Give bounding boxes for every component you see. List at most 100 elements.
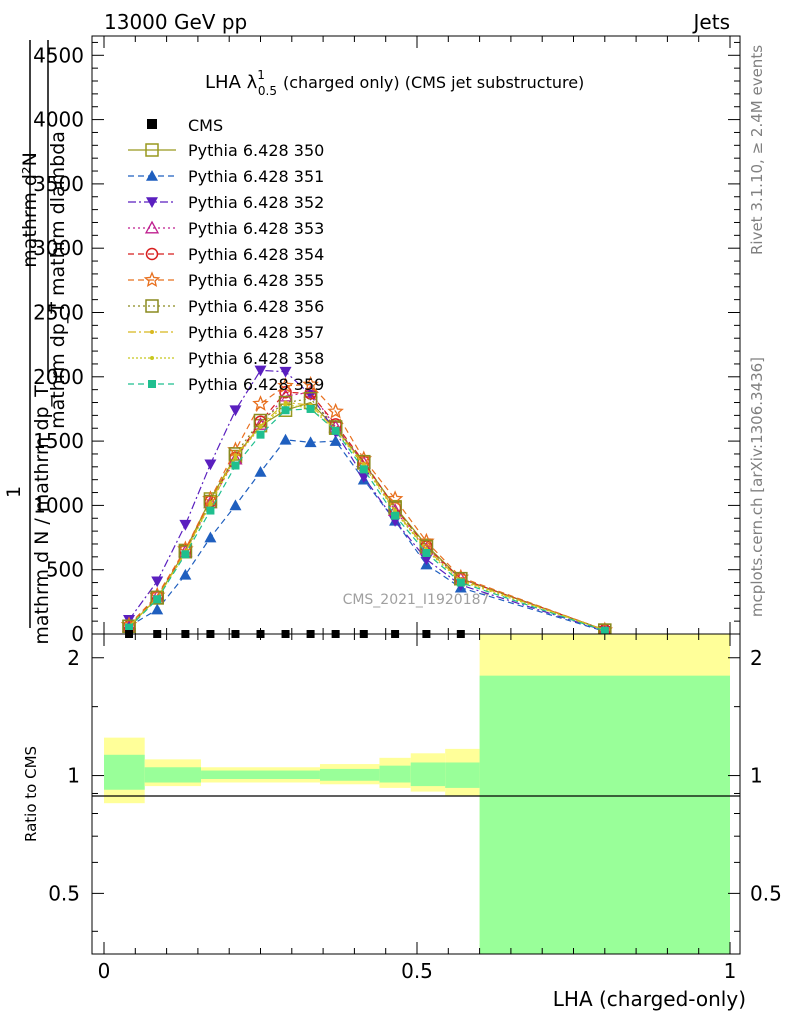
ratio-panel: 0.5 0.51 12 2 0 0.5 1 Ratio to CMS LHA (charg… [22,633,782,1011]
legend-label: Pythia 6.428 356 [188,297,324,316]
ratio-y-tick-label-right: 0.5 [750,881,782,905]
marker-square-open [145,299,159,313]
marker-square [422,548,431,557]
marker-square-open [150,590,164,605]
chart-title-rest: (charged only) (CMS jet substructure) [283,73,584,92]
marker-triangle-down [229,405,242,417]
marker-square [456,578,465,587]
ratio-y-tick-label: 0.5 [48,881,80,905]
ratio-y-tick-label: 1 [67,764,80,788]
series-line [128,408,605,632]
main-y-axis-label: mathrm d²N mathrm dp_T mathrm dlambda 1 … [3,40,69,645]
series-line [128,439,605,632]
legend-label: Pythia 6.428 351 [188,167,324,186]
main-y-tick-label: 4000 [33,108,84,132]
marker-square [331,426,340,435]
x-tick-label: 1 [724,959,737,983]
x-tick-label: 0 [98,959,111,983]
marker-square [206,506,215,515]
marker-dot [233,455,238,460]
ratio-stat-uncertainty-band [479,675,730,954]
ratio-y-tick-label-right: 2 [750,646,763,670]
mcplots-credit-label: mcplots.cern.ch [arXiv:1306.3436] [748,357,766,617]
chart-watermark: CMS_2021_I1920187 [343,592,490,608]
marker-square [231,461,240,470]
marker-square [125,623,134,632]
marker-square-open [228,447,243,461]
chart-title-main: LHA λ [205,72,258,93]
ratio-y-tick-label: 2 [67,646,80,670]
legend-marker-cms [147,119,157,129]
main-y-tick-label: 500 [46,558,84,582]
marker-star [143,271,161,288]
marker-triangle-up [229,499,242,511]
legend-label: Pythia 6.428 359 [188,375,324,394]
series-6 [120,375,614,638]
main-y-tick-label: 3000 [33,236,84,260]
marker-dot [283,403,288,408]
marker-triangle-open [303,384,318,398]
marker-star [252,395,269,411]
main-y-axis: 0 500 1000 1500 2000 2500 3000 3500 4000 4500 [33,41,740,646]
main-y-tick-label: 2000 [33,365,84,389]
rivet-version-label: Rivet 3.1.10, ≥ 2.4M events [748,45,766,255]
marker-triangle-down [146,197,158,208]
x-tick-label: 0.5 [401,959,433,983]
ratio-stat-uncertainty-band [319,768,380,781]
series-10 [125,404,609,635]
header-left-text: 13000 GeV pp [104,10,247,34]
ratio-y-axis: 0.5 0.5 1 1 2 2 [48,646,782,932]
legend-label: Pythia 6.428 358 [188,349,324,368]
legend-label: Pythia 6.428 353 [188,219,324,238]
chart-title: LHA λ1 0.5 (charged only) (CMS jet substru… [205,68,584,98]
ratio-x-axis: 0 0.5 1 [98,634,737,983]
main-y-tick-label: 1000 [33,493,84,517]
main-y-tick-label: 1500 [33,429,84,453]
marker-triangle-down [357,472,370,484]
marker-square [281,406,290,415]
marker-square [306,404,315,413]
header-right-text: Jets [692,10,730,34]
legend-label: Pythia 6.428 354 [188,245,324,264]
legend-label-cms: CMS [188,116,223,135]
marker-triangle-down [204,459,217,471]
marker-square [148,380,156,388]
marker-square [153,595,162,604]
main-y-tick-label: 0 [71,622,84,646]
x-axis-label: LHA (charged-only) [553,987,746,1011]
marker-square-open [145,143,159,157]
marker-triangle-up [204,531,217,543]
ratio-stat-uncertainty-band [445,762,480,788]
marker-triangle-down [420,554,433,566]
ratio-stat-uncertainty-band [410,762,446,787]
ylabel-one: 1 [3,486,25,498]
legend-label: Pythia 6.428 350 [188,141,324,160]
marker-star [418,532,435,549]
series-line [128,383,606,631]
main-y-tick-label: 2500 [33,300,84,324]
marker-square [256,430,265,439]
marker-star [302,375,319,392]
marker-triangle-down [279,366,292,378]
ylabel-dpt-dlambda: mathrm dp_T mathrm dlambda [47,131,69,429]
main-y-tick-label: 3500 [33,172,84,196]
ratio-stat-uncertainty-band [144,767,202,783]
series-line [128,401,605,631]
marker-circle-open [145,247,159,261]
ratio-panel-frame [91,633,741,955]
marker-square [600,626,609,635]
marker-circle-open [279,385,292,399]
marker-dot [150,356,154,360]
marker-triangle-down [254,365,267,377]
marker-dot [150,330,154,334]
marker-triangle-up [151,603,164,615]
marker-square [391,511,400,520]
marker-triangle-open [144,220,160,234]
marker-triangle-up [329,435,342,446]
marker-dot [258,424,263,429]
ratio-stat-uncertainty-band [379,765,411,783]
chart-title-sub: 0.5 [258,84,277,98]
marker-triangle-down [151,576,164,588]
